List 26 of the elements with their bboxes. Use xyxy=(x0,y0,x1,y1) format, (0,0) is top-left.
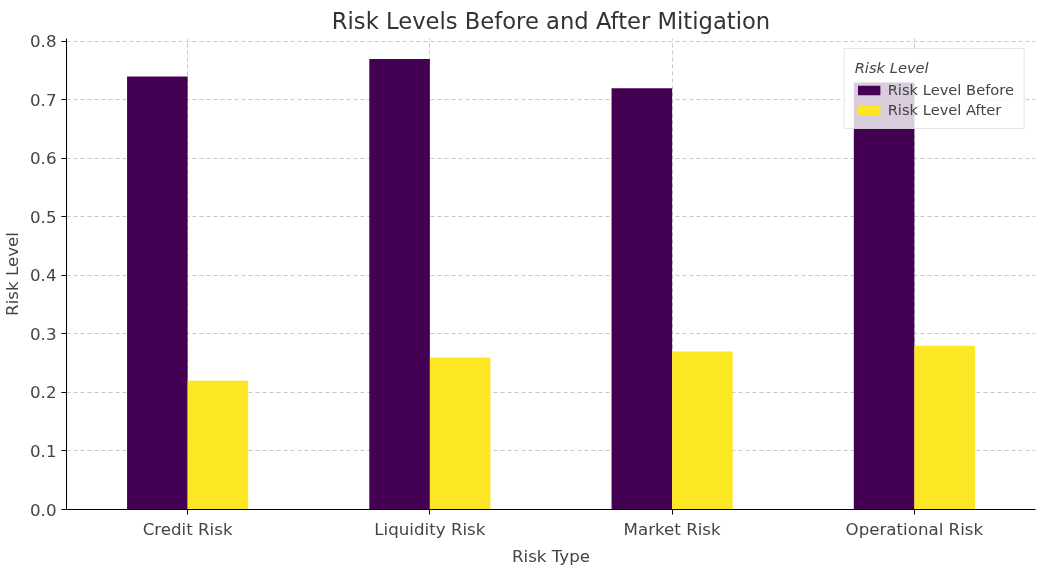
x-tick-label: Liquidity Risk xyxy=(374,519,486,539)
y-axis-title: Risk Level xyxy=(3,232,23,316)
bar xyxy=(914,345,975,510)
y-tick-label: 0.1 xyxy=(30,441,57,461)
x-tick-label: Credit Risk xyxy=(142,519,233,539)
y-tick-label: 0.7 xyxy=(30,90,57,110)
y-tick-label: 0.4 xyxy=(30,266,57,286)
legend-title: Risk Level xyxy=(854,59,930,76)
x-axis-title: Risk Type xyxy=(511,546,591,566)
y-tick-label: 0.5 xyxy=(30,207,57,227)
x-tick-label: Operational Risk xyxy=(845,519,984,539)
bar xyxy=(611,88,673,510)
chart-title: Risk Levels Before and After Mitigation xyxy=(331,7,771,34)
y-tick-label: 0.0 xyxy=(30,500,57,520)
legend-label: Risk Level Before xyxy=(887,81,1014,98)
y-tick-label: 0.3 xyxy=(30,324,57,344)
bar xyxy=(369,58,430,510)
y-tick-label: 0.8 xyxy=(30,32,57,52)
y-tick-label: 0.6 xyxy=(30,149,57,169)
bar xyxy=(127,76,188,510)
legend-label: Risk Level After xyxy=(887,101,1002,118)
x-tick-label: Market Risk xyxy=(623,519,722,539)
y-tick-label: 0.2 xyxy=(30,383,57,403)
bar xyxy=(187,380,249,510)
bar xyxy=(429,357,491,510)
bar xyxy=(672,351,733,510)
